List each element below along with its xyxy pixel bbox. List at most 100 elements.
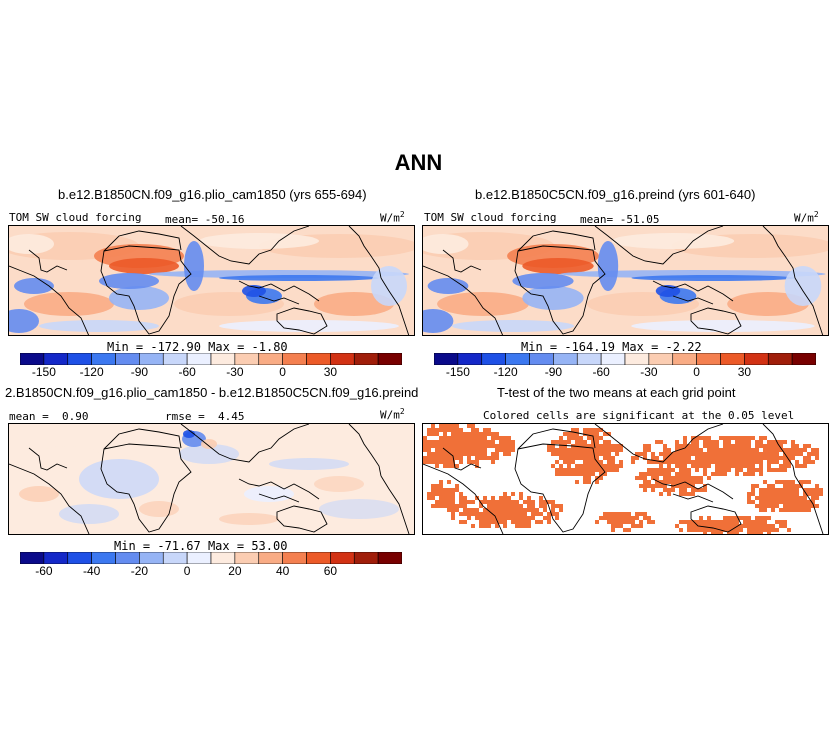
significant-cell bbox=[619, 460, 623, 464]
significant-cell bbox=[667, 460, 671, 464]
significant-cell bbox=[463, 520, 467, 524]
significant-cell bbox=[519, 504, 523, 508]
significant-cell bbox=[751, 520, 755, 524]
significant-cell bbox=[483, 508, 487, 512]
significant-cell bbox=[671, 452, 675, 456]
significant-cell bbox=[791, 480, 795, 484]
significant-cell bbox=[699, 528, 703, 532]
significant-cell bbox=[687, 476, 691, 480]
significant-cell bbox=[443, 432, 447, 436]
significant-cell bbox=[739, 448, 743, 452]
colorbar-swatch bbox=[20, 353, 45, 365]
significant-cell bbox=[663, 456, 667, 460]
significant-cell bbox=[703, 468, 707, 472]
significant-cell bbox=[635, 512, 639, 516]
significant-cell bbox=[483, 444, 487, 448]
significant-cell bbox=[471, 500, 475, 504]
significant-cell bbox=[675, 452, 679, 456]
significant-cell bbox=[451, 500, 455, 504]
significant-cell bbox=[423, 444, 427, 448]
significant-cell bbox=[743, 440, 747, 444]
significant-cell bbox=[779, 440, 783, 444]
significant-cell bbox=[579, 468, 583, 472]
significant-cell bbox=[567, 436, 571, 440]
significant-cell bbox=[803, 444, 807, 448]
significant-cell bbox=[447, 496, 451, 500]
significant-cell bbox=[451, 424, 455, 428]
significant-cell bbox=[695, 464, 699, 468]
significant-cell bbox=[751, 452, 755, 456]
significant-cell bbox=[447, 424, 451, 428]
field-region bbox=[219, 513, 279, 525]
significant-cell bbox=[611, 516, 615, 520]
significant-cell bbox=[747, 468, 751, 472]
significant-cell bbox=[431, 428, 435, 432]
significant-cell bbox=[767, 456, 771, 460]
significant-cell bbox=[559, 456, 563, 460]
significant-cell bbox=[587, 444, 591, 448]
significant-cell bbox=[763, 524, 767, 528]
significant-cell bbox=[587, 428, 591, 432]
significant-cell bbox=[599, 476, 603, 480]
significant-cell bbox=[579, 452, 583, 456]
coastline bbox=[238, 280, 320, 302]
significant-cell bbox=[503, 500, 507, 504]
significant-cell bbox=[727, 460, 731, 464]
significant-cell bbox=[611, 448, 615, 452]
significant-cell bbox=[703, 532, 707, 534]
significant-cell bbox=[555, 440, 559, 444]
significant-cell bbox=[699, 460, 703, 464]
significant-cell bbox=[767, 524, 771, 528]
significant-cell bbox=[731, 452, 735, 456]
significant-cell bbox=[763, 496, 767, 500]
significant-cell bbox=[503, 436, 507, 440]
significant-cell bbox=[771, 460, 775, 464]
significant-cell bbox=[495, 456, 499, 460]
significant-cell bbox=[451, 488, 455, 492]
significant-cell bbox=[515, 512, 519, 516]
significant-cell bbox=[431, 432, 435, 436]
significant-cell bbox=[543, 500, 547, 504]
significant-cell bbox=[771, 528, 775, 532]
significant-cell bbox=[635, 452, 639, 456]
significant-cell bbox=[791, 452, 795, 456]
coastline bbox=[514, 443, 606, 533]
significant-cell bbox=[607, 444, 611, 448]
significant-cell bbox=[747, 436, 751, 440]
significant-cell bbox=[619, 444, 623, 448]
significant-cell bbox=[611, 520, 615, 524]
significant-cell bbox=[619, 524, 623, 528]
panel-1-variable: TOM SW cloud forcing bbox=[9, 211, 142, 224]
significant-cell bbox=[495, 444, 499, 448]
significant-cell bbox=[447, 436, 451, 440]
significant-cell bbox=[547, 448, 551, 452]
panel-2-colorbar-ticks: -150 -120 -90 -60 -30 0 30 bbox=[434, 365, 816, 381]
significant-cell bbox=[715, 456, 719, 460]
significant-cell bbox=[747, 460, 751, 464]
significant-cell bbox=[619, 520, 623, 524]
significant-cell bbox=[583, 456, 587, 460]
significant-cell bbox=[599, 460, 603, 464]
significant-cell bbox=[687, 484, 691, 488]
significant-cell bbox=[435, 448, 439, 452]
field-region bbox=[451, 320, 575, 332]
significant-cell bbox=[707, 440, 711, 444]
significant-cell bbox=[803, 448, 807, 452]
significant-cell bbox=[515, 500, 519, 504]
significant-cell bbox=[595, 452, 599, 456]
significant-cell bbox=[731, 524, 735, 528]
significant-cell bbox=[683, 488, 687, 492]
significant-cell bbox=[699, 436, 703, 440]
significant-cell bbox=[511, 448, 515, 452]
significant-cell bbox=[683, 472, 687, 476]
significant-cell bbox=[659, 484, 663, 488]
significant-cell bbox=[639, 524, 643, 528]
significant-cell bbox=[771, 524, 775, 528]
colorbar-swatch bbox=[744, 353, 769, 365]
panel-4-title: T-test of the two means at each grid poi… bbox=[497, 385, 736, 400]
significant-cell bbox=[439, 448, 443, 452]
panel-2-variable: TOM SW cloud forcing bbox=[424, 211, 557, 224]
significant-cell bbox=[475, 460, 479, 464]
significant-cell bbox=[747, 516, 751, 520]
significant-cell bbox=[771, 492, 775, 496]
